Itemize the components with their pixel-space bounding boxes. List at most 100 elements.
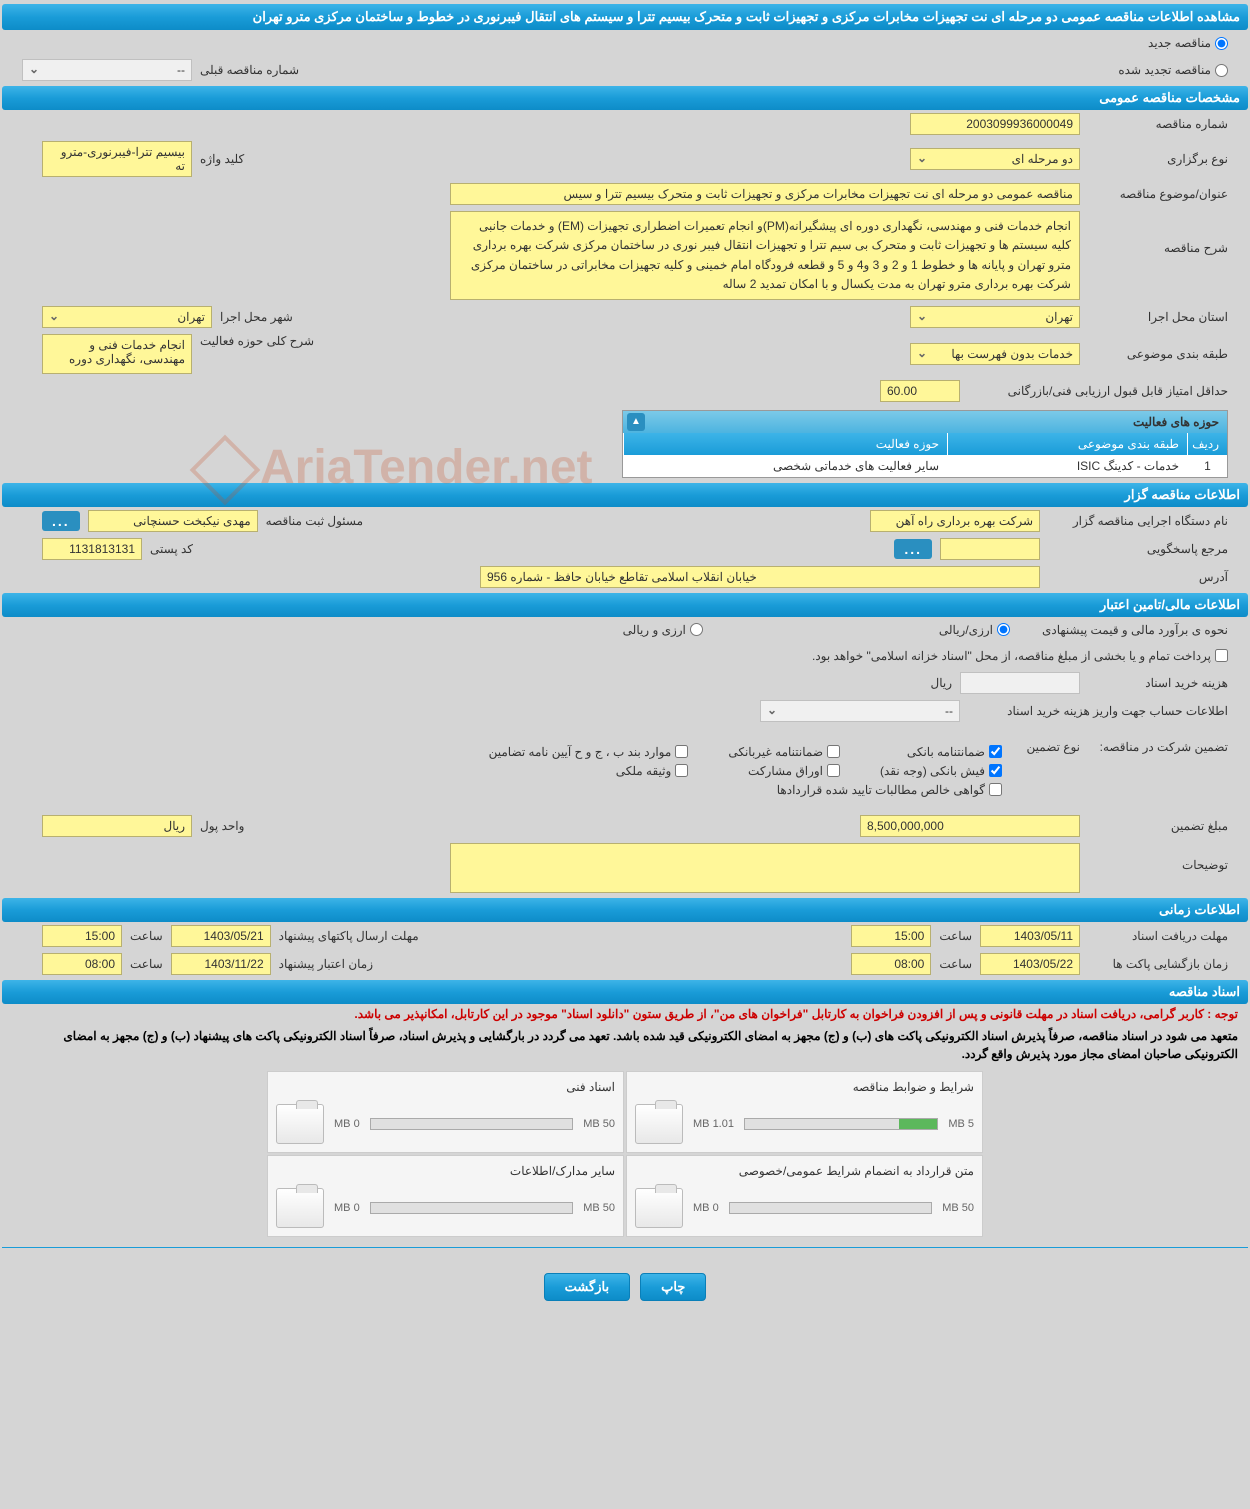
validity-time: 08:00 (42, 953, 122, 975)
registrar-label: مسئول ثبت مناقصه (266, 514, 363, 528)
tender-type-row: مناقصه جدید (2, 30, 1248, 56)
print-button[interactable]: چاپ (640, 1273, 706, 1301)
table-row: 1 خدمات - کدینگ ISIC سایر فعالیت های خدم… (623, 455, 1227, 477)
guarantee-bank[interactable]: ضمانتنامه بانکی (880, 745, 1002, 759)
exec-name-value: شرکت بهره برداری راه آهن (870, 510, 1040, 532)
prev-number-label: شماره مناقصه قبلی (200, 63, 299, 77)
validity-label: زمان اعتبار پیشنهاد (279, 957, 373, 971)
guarantee-property[interactable]: وثیقه ملکی (489, 764, 689, 778)
holding-type-label: نوع برگزاری (1088, 152, 1228, 166)
holding-type-dropdown[interactable]: دو مرحله ای (910, 148, 1080, 170)
keyword-value: بیسیم تترا-فیبرنوری-مترو ته (42, 141, 192, 177)
note-text: متعهد می شود در اسناد مناقصه، صرفاً پذیر… (2, 1024, 1248, 1066)
city-label: شهر محل اجرا (220, 310, 293, 324)
folder-icon[interactable] (635, 1188, 683, 1228)
radio-new-tender[interactable]: مناقصه جدید (1148, 36, 1228, 50)
file-grid: شرایط و ضوابط مناقصه 5 MB 1.01 MB اسناد … (267, 1071, 983, 1237)
amount-value: 8,500,000,000 (860, 815, 1080, 837)
guarantee-certificate[interactable]: گواهی خالص مطالبات تایید شده قراردادها (489, 783, 1002, 797)
guarantee-label: تضمین شرکت در مناقصه: (1088, 740, 1228, 754)
section-documents: اسناد مناقصه (2, 980, 1248, 1004)
min-score-value: 60.00 (880, 380, 960, 402)
section-general: مشخصات مناقصه عمومی (2, 86, 1248, 110)
exec-name-label: نام دستگاه اجرایی مناقصه گزار (1048, 514, 1228, 528)
activity-desc-value: انجام خدمات فنی و مهندسی، نگهداری دوره (42, 334, 192, 374)
address-label: آدرس (1048, 570, 1228, 584)
section-organizer: اطلاعات مناقصه گزار (2, 483, 1248, 507)
description-value: انجام خدمات فنی و مهندسی، نگهداری دوره ا… (450, 211, 1080, 300)
open-date: 1403/05/22 (980, 953, 1080, 975)
receive-time: 15:00 (851, 925, 931, 947)
open-time-label: ساعت (939, 957, 972, 971)
receive-time-label: ساعت (939, 929, 972, 943)
guarantee-type-label: نوع تضمین (1010, 740, 1080, 754)
keyword-label: کلید واژه (200, 152, 244, 166)
description-label: شرح مناقصه (1088, 211, 1228, 255)
amount-label: مبلغ تضمین (1088, 819, 1228, 833)
guarantee-securities[interactable]: اوراق مشارکت (728, 764, 840, 778)
payment-checkbox[interactable]: پرداخت تمام و یا بخشی از مبلغ مناقصه، از… (812, 649, 1228, 663)
col-activity: حوزه فعالیت (623, 433, 947, 455)
collapse-icon[interactable]: ▲ (627, 413, 645, 431)
receive-date: 1403/05/11 (980, 925, 1080, 947)
notes-value[interactable] (450, 843, 1080, 893)
radio-rial[interactable]: ارزی/ریالی (939, 623, 1010, 637)
doc-cost-label: هزینه خرید اسناد (1088, 676, 1228, 690)
progress-bar (744, 1118, 938, 1130)
validity-date: 1403/11/22 (171, 953, 271, 975)
back-button[interactable]: بازگشت (544, 1273, 630, 1301)
file-card: شرایط و ضوابط مناقصه 5 MB 1.01 MB (626, 1071, 983, 1153)
tender-renewed-row: مناقصه تجدید شده شماره مناقصه قبلی -- (2, 56, 1248, 84)
col-category: طبقه بندی موضوعی (947, 433, 1187, 455)
submit-label: مهلت ارسال پاکتهای پیشنهاد (279, 929, 419, 943)
registrar-value: مهدی نیکبخت حسنچانی (88, 510, 258, 532)
receive-label: مهلت دریافت اسناد (1088, 929, 1228, 943)
currency-label: واحد پول (200, 819, 244, 833)
city-dropdown[interactable]: تهران (42, 306, 212, 328)
postal-code-label: کد پستی (150, 542, 193, 556)
doc-cost-value[interactable] (960, 672, 1080, 694)
folder-icon[interactable] (635, 1104, 683, 1144)
radio-renewed-tender[interactable]: مناقصه تجدید شده (1118, 63, 1228, 77)
notes-label: توضیحات (1088, 843, 1228, 872)
activity-table-title: حوزه های فعالیت (1133, 415, 1219, 429)
file-card: متن قرارداد به انضمام شرایط عمومی/خصوصی … (626, 1155, 983, 1237)
folder-icon[interactable] (276, 1104, 324, 1144)
tender-number-value: 2003099936000049 (910, 113, 1080, 135)
radio-currency[interactable]: ارزی و ریالی (623, 623, 703, 637)
more-button[interactable]: ... (42, 511, 80, 531)
activity-table: حوزه های فعالیت ▲ ردیف طبقه بندی موضوعی … (622, 410, 1228, 478)
open-label: زمان بازگشایی پاکت ها (1088, 957, 1228, 971)
progress-bar (370, 1118, 574, 1130)
estimate-method-label: نحوه ی برآورد مالی و قیمت پیشنهادی (1018, 623, 1228, 637)
activity-desc-label: شرح کلی حوزه فعالیت (200, 334, 314, 348)
contact-value[interactable] (940, 538, 1040, 560)
min-score-label: حداقل امتیاز قابل قبول ارزیابی فنی/بازرگ… (968, 384, 1228, 398)
province-dropdown[interactable]: تهران (910, 306, 1080, 328)
doc-account-label: اطلاعات حساب جهت واریز هزینه خرید اسناد (968, 704, 1228, 718)
warning-text: توجه : کاربر گرامی، دریافت اسناد در مهلت… (2, 1004, 1248, 1024)
progress-bar (729, 1202, 933, 1214)
subject-value: مناقصه عمومی دو مرحله ای نت تجهیزات مخاب… (450, 183, 1080, 205)
address-value: خیابان انقلاب اسلامی تقاطع خیابان حافظ -… (480, 566, 1040, 588)
currency-value: ریال (42, 815, 192, 837)
folder-icon[interactable] (276, 1188, 324, 1228)
tender-number-label: شماره مناقصه (1088, 117, 1228, 131)
progress-bar (370, 1202, 574, 1214)
file-card: سایر مدارک/اطلاعات 50 MB 0 MB (267, 1155, 624, 1237)
contact-label: مرجع پاسخگویی (1048, 542, 1228, 556)
guarantee-nonbank[interactable]: ضمانتنامه غیربانکی (728, 745, 840, 759)
submit-date: 1403/05/21 (171, 925, 271, 947)
prev-number-dropdown[interactable]: -- (22, 59, 192, 81)
submit-time-label: ساعت (130, 929, 163, 943)
guarantee-cash[interactable]: فیش بانکی (وجه نقد) (880, 764, 1002, 778)
category-label: طبقه بندی موضوعی (1088, 347, 1228, 361)
category-dropdown[interactable]: خدمات بدون فهرست بها (910, 343, 1080, 365)
open-time: 08:00 (851, 953, 931, 975)
submit-time: 15:00 (42, 925, 122, 947)
col-index: ردیف (1187, 433, 1227, 455)
doc-account-dropdown[interactable]: -- (760, 700, 960, 722)
contact-more-button[interactable]: ... (894, 539, 932, 559)
guarantee-regulation[interactable]: موارد بند ب ، ج و ح آیین نامه تضامین (489, 745, 689, 759)
doc-cost-unit: ریال (930, 676, 952, 690)
